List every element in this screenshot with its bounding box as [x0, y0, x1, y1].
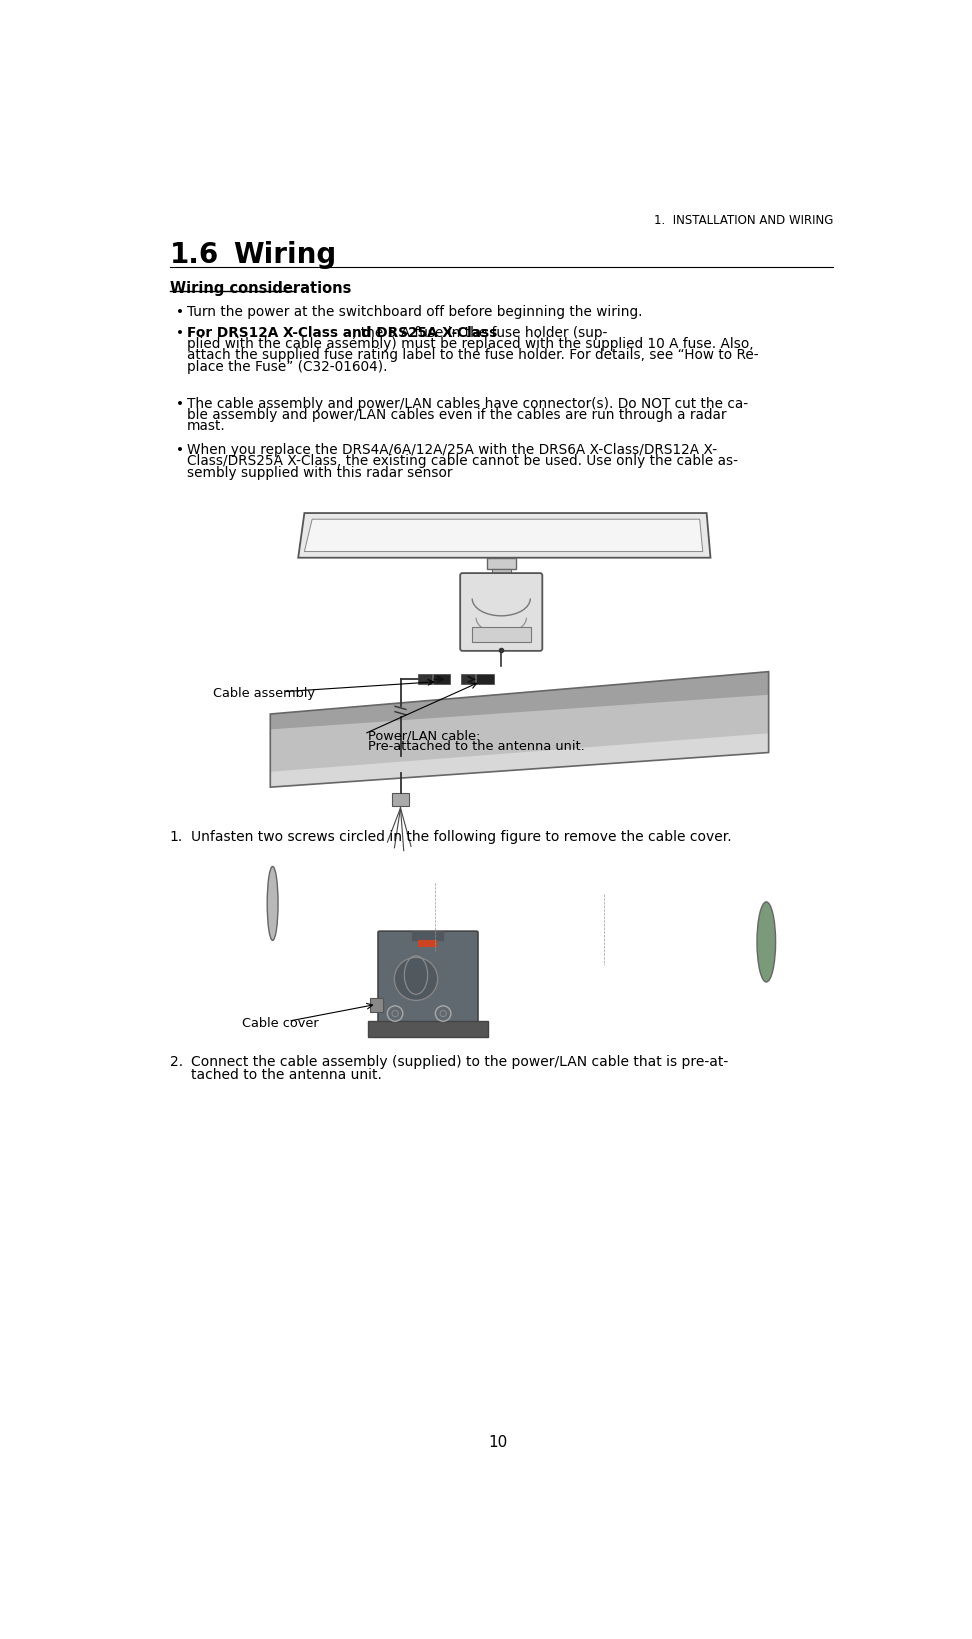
- Bar: [368, 1021, 488, 1037]
- Text: plied with the cable assembly) must be replaced with the supplied 10 A fuse. Als: plied with the cable assembly) must be r…: [187, 338, 753, 351]
- Bar: [418, 675, 432, 685]
- Text: Wiring: Wiring: [233, 241, 336, 269]
- Bar: [476, 675, 494, 685]
- Bar: [390, 757, 411, 774]
- Text: Class/DRS25A X-Class, the existing cable cannot be used. Use only the cable as-: Class/DRS25A X-Class, the existing cable…: [187, 454, 738, 469]
- Polygon shape: [298, 513, 711, 559]
- FancyBboxPatch shape: [378, 931, 478, 1023]
- Text: Connect the cable assembly (supplied) to the power/LAN cable that is pre-at-: Connect the cable assembly (supplied) to…: [191, 1056, 728, 1069]
- Bar: [492, 570, 510, 575]
- Text: •: •: [176, 305, 184, 318]
- Text: attach the supplied fuse rating label to the fuse holder. For details, see “How : attach the supplied fuse rating label to…: [187, 347, 758, 362]
- Circle shape: [395, 957, 437, 1001]
- Polygon shape: [304, 520, 703, 552]
- Text: Pre-attached to the antenna unit.: Pre-attached to the antenna unit.: [368, 739, 585, 752]
- Text: •: •: [176, 326, 184, 339]
- Text: For DRS12A X-Class and DRS25A X-Class: For DRS12A X-Class and DRS25A X-Class: [187, 326, 497, 339]
- Text: , the 5 A fuse in the fuse holder (sup-: , the 5 A fuse in the fuse holder (sup-: [352, 326, 608, 339]
- Text: Power/LAN cable:: Power/LAN cable:: [368, 729, 480, 742]
- Text: 1.: 1.: [169, 829, 183, 842]
- Bar: [392, 793, 409, 806]
- Polygon shape: [270, 672, 769, 788]
- Bar: [461, 675, 475, 685]
- Ellipse shape: [757, 903, 776, 982]
- Text: ble assembly and power/LAN cables even if the cables are run through a radar: ble assembly and power/LAN cables even i…: [187, 408, 726, 421]
- Text: Turn the power at the switchboard off before beginning the wiring.: Turn the power at the switchboard off be…: [187, 305, 642, 318]
- Text: •: •: [176, 397, 184, 411]
- Bar: [412, 931, 443, 941]
- Text: place the Fuse” (C32-01604).: place the Fuse” (C32-01604).: [187, 359, 387, 374]
- Ellipse shape: [267, 867, 278, 941]
- Text: sembly supplied with this radar sensor: sembly supplied with this radar sensor: [187, 465, 452, 479]
- Text: Unfasten two screws circled in the following figure to remove the cable cover.: Unfasten two screws circled in the follo…: [191, 829, 732, 842]
- Bar: [418, 941, 437, 947]
- Text: Cable cover: Cable cover: [242, 1016, 318, 1029]
- Text: When you replace the DRS4A/6A/12A/25A with the DRS6A X-Class/DRS12A X-: When you replace the DRS4A/6A/12A/25A wi…: [187, 443, 716, 457]
- Text: The cable assembly and power/LAN cables have connector(s). Do NOT cut the ca-: The cable assembly and power/LAN cables …: [187, 397, 747, 411]
- Text: Wiring considerations: Wiring considerations: [169, 282, 351, 297]
- FancyBboxPatch shape: [460, 574, 542, 651]
- Text: Cable assembly: Cable assembly: [213, 687, 315, 700]
- Text: mast.: mast.: [187, 420, 226, 433]
- Polygon shape: [270, 672, 769, 729]
- Text: 10: 10: [489, 1434, 507, 1449]
- Text: tached to the antenna unit.: tached to the antenna unit.: [191, 1067, 382, 1082]
- Bar: [471, 628, 531, 642]
- Text: •: •: [176, 443, 184, 457]
- Text: 2.: 2.: [169, 1056, 183, 1069]
- Bar: [434, 675, 450, 685]
- Text: 1.  INSTALLATION AND WIRING: 1. INSTALLATION AND WIRING: [653, 213, 833, 226]
- Bar: [370, 998, 383, 1013]
- Bar: [487, 559, 516, 570]
- Text: 1.6: 1.6: [169, 241, 219, 269]
- Polygon shape: [270, 734, 769, 788]
